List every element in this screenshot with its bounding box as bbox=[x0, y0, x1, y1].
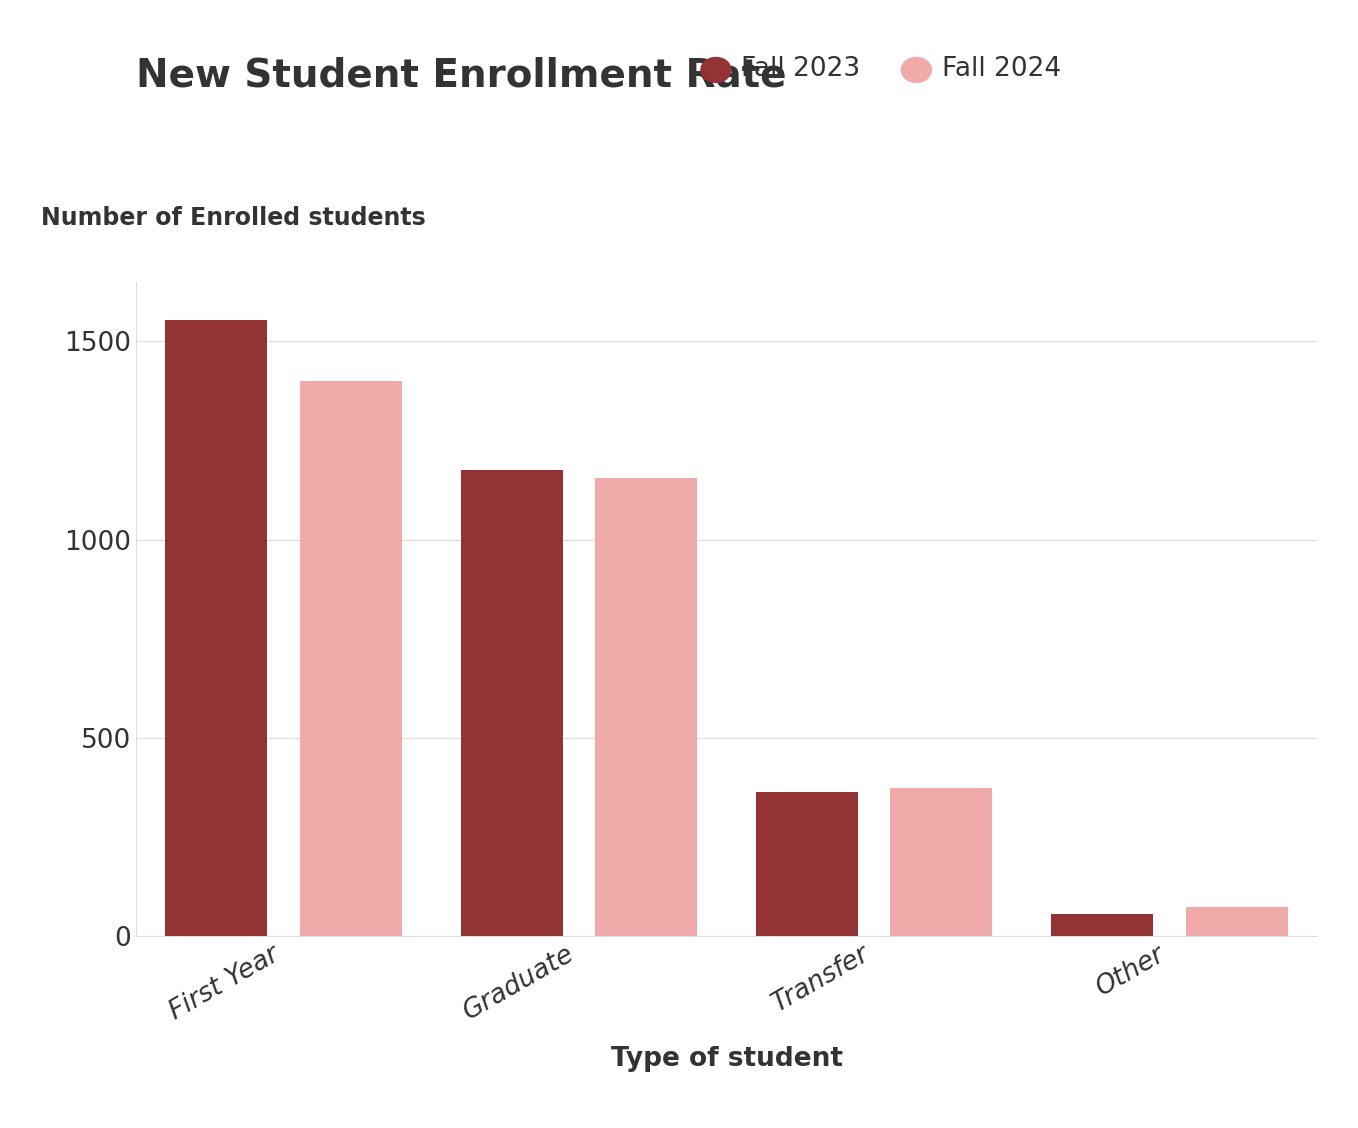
Bar bbox=[595, 478, 697, 936]
Bar bbox=[166, 319, 268, 936]
Text: Fall 2023: Fall 2023 bbox=[741, 56, 861, 82]
Bar bbox=[756, 792, 858, 936]
X-axis label: Type of student: Type of student bbox=[611, 1047, 842, 1073]
Text: Number of Enrolled students: Number of Enrolled students bbox=[41, 205, 426, 230]
Bar bbox=[300, 381, 402, 936]
Text: Fall 2024: Fall 2024 bbox=[942, 56, 1061, 82]
Text: New Student Enrollment Rate: New Student Enrollment Rate bbox=[136, 56, 813, 95]
Bar bbox=[1186, 907, 1287, 936]
Bar bbox=[1051, 915, 1153, 936]
Bar bbox=[891, 787, 993, 936]
Bar bbox=[460, 470, 562, 936]
